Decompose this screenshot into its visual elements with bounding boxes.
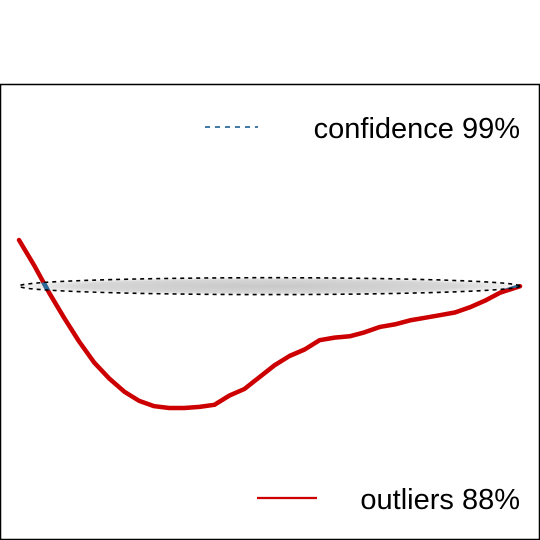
legend-label-outliers: outliers 88% [360, 484, 520, 516]
legend-label-confidence: confidence 99% [314, 113, 520, 145]
